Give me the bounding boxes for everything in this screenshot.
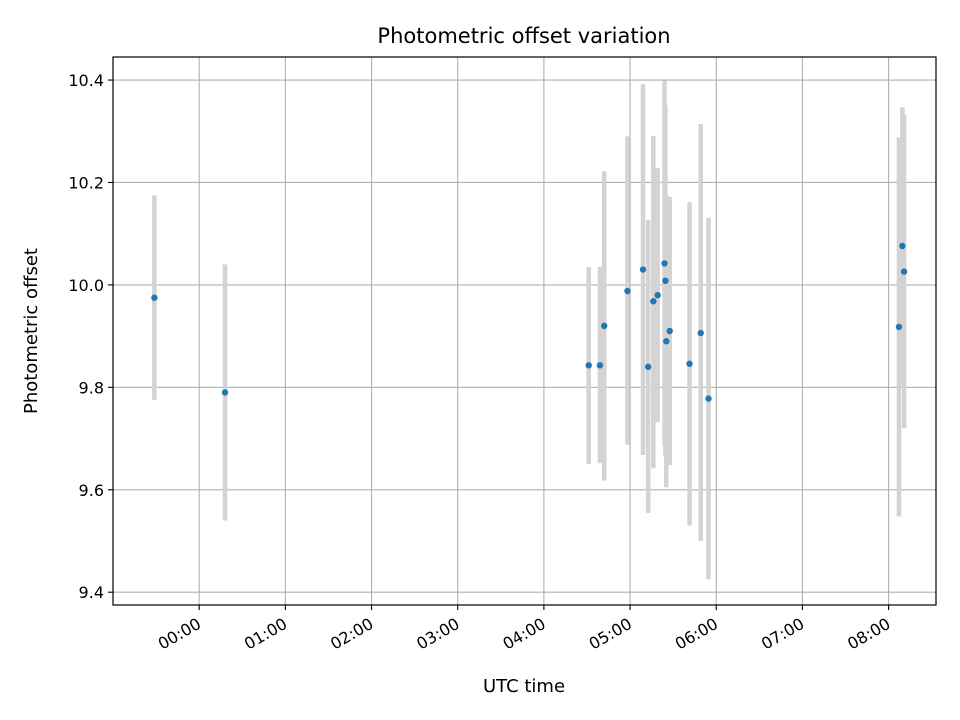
data-point	[666, 327, 673, 335]
chart-title: Photometric offset variation	[377, 24, 670, 48]
data-point	[624, 287, 631, 295]
data-point	[705, 395, 712, 402]
y-tick-label: 10.0	[68, 276, 104, 295]
data-point	[601, 322, 608, 330]
plot-frame	[112, 56, 937, 606]
data-points	[151, 242, 908, 402]
grid	[113, 57, 936, 605]
y-tick-label: 10.2	[68, 173, 104, 192]
y-tick-label: 9.8	[79, 378, 104, 397]
data-point	[151, 294, 158, 301]
data-point	[899, 242, 906, 250]
data-point	[895, 323, 903, 331]
data-point	[900, 268, 908, 275]
data-point	[650, 298, 657, 305]
x-axis-label: UTC time	[483, 676, 565, 697]
data-point	[639, 266, 647, 273]
data-point	[662, 277, 669, 285]
data-point	[661, 260, 668, 267]
y-axis-label: Photometric offset	[21, 248, 42, 414]
data-point	[654, 291, 661, 299]
data-point	[697, 329, 704, 337]
y-tick-label: 9.6	[79, 481, 104, 500]
y-tick-label: 10.4	[68, 71, 104, 90]
data-point	[686, 360, 693, 367]
data-point	[221, 389, 229, 396]
data-point	[585, 362, 592, 369]
y-tick-label: 9.4	[79, 583, 104, 602]
y-axis: 9.4 9.6 9.8 10.0 10.2 10.4	[68, 71, 113, 602]
data-point	[644, 363, 652, 371]
data-point	[596, 362, 604, 369]
data-point	[663, 338, 670, 345]
